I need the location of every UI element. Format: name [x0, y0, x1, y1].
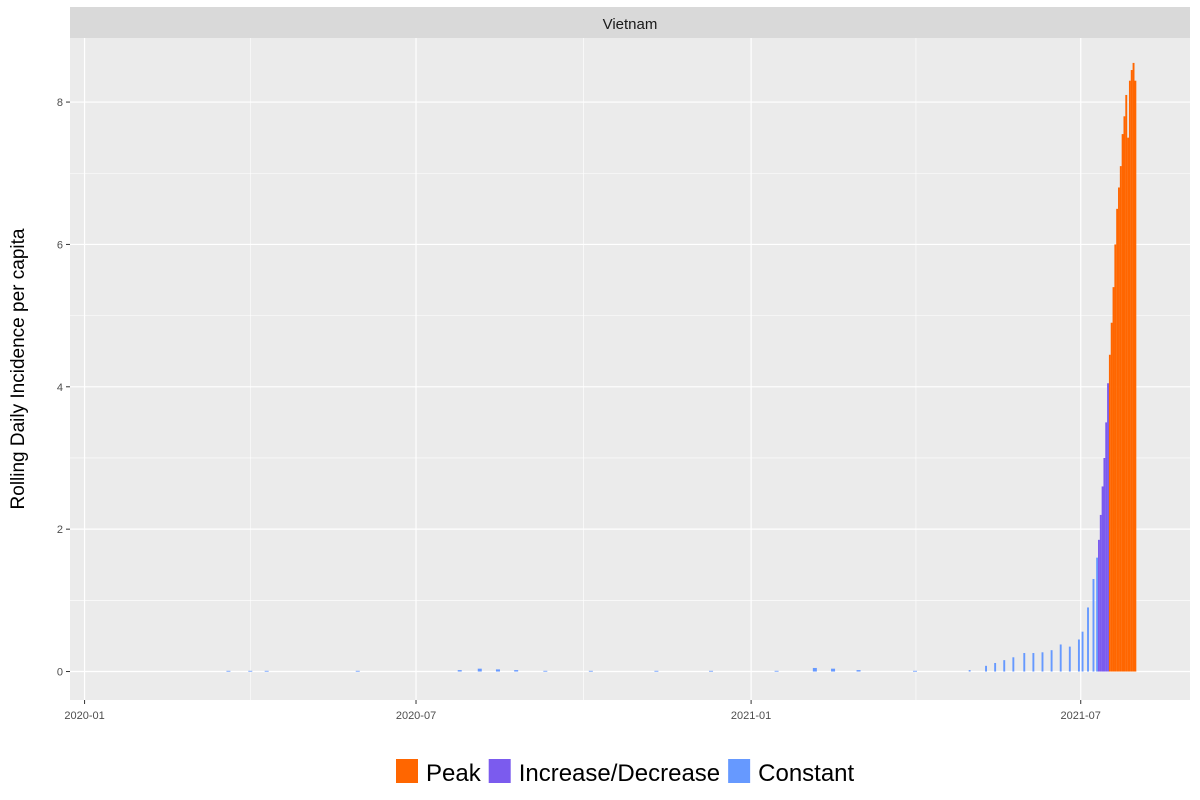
bar	[1132, 62, 1135, 672]
bar	[1118, 187, 1120, 672]
bar	[1130, 70, 1133, 672]
x-tick-label: 2021-07	[1061, 710, 1101, 722]
grid-lines	[70, 38, 1190, 700]
bar	[1101, 486, 1104, 672]
bar	[1112, 287, 1115, 672]
bar	[588, 670, 593, 672]
bar	[1077, 639, 1080, 672]
bar	[1123, 116, 1126, 672]
bar	[1012, 657, 1015, 672]
y-tick-label: 2	[57, 524, 63, 536]
y-axis-title: Rolling Daily Incidence per capita	[8, 228, 29, 509]
bar	[457, 670, 462, 672]
bar	[1096, 557, 1099, 672]
bar	[1023, 653, 1026, 672]
bar	[1068, 646, 1071, 672]
bar	[1050, 650, 1053, 672]
bar	[985, 665, 987, 672]
legend-key	[396, 759, 418, 783]
bars	[226, 62, 1137, 672]
bar	[1128, 80, 1131, 672]
x-axis: 2020-01 2020-07 2021-01 2021-07	[64, 700, 1101, 722]
plot-panel	[70, 38, 1190, 700]
bar	[226, 670, 231, 672]
y-axis: 0 2 4 6 8	[57, 97, 70, 679]
bar	[774, 670, 779, 672]
legend-label: Peak	[426, 760, 482, 787]
bar	[831, 668, 836, 672]
x-tick-label: 2020-07	[396, 710, 436, 722]
bar	[1127, 137, 1130, 672]
bar	[1107, 383, 1109, 672]
facet-strip	[70, 7, 1190, 38]
bar	[968, 670, 971, 672]
legend-key	[488, 759, 511, 783]
y-tick-label: 4	[57, 382, 63, 394]
bar	[1134, 80, 1137, 672]
bar	[1103, 457, 1106, 672]
bar	[1105, 422, 1108, 672]
bar	[654, 670, 659, 672]
bar	[1125, 94, 1128, 672]
bar	[477, 668, 482, 672]
bar	[1032, 653, 1035, 672]
bar	[1087, 607, 1089, 672]
bar	[248, 670, 253, 672]
bar	[1097, 539, 1100, 672]
bar	[1114, 244, 1117, 672]
bar	[1003, 660, 1006, 672]
facet-label: Vietnam	[603, 16, 658, 33]
bar	[495, 669, 500, 672]
bar	[812, 667, 817, 672]
bar	[1099, 514, 1102, 672]
bar	[709, 670, 714, 672]
bar	[543, 670, 548, 672]
y-tick-label: 8	[57, 97, 63, 109]
bar	[1081, 631, 1084, 672]
bar	[264, 670, 269, 672]
bar	[1092, 578, 1095, 672]
bar	[1108, 354, 1111, 672]
bar	[1041, 652, 1044, 672]
x-tick-label: 2021-01	[731, 710, 771, 722]
bar	[994, 662, 997, 672]
bar	[1121, 134, 1124, 672]
bar	[514, 670, 519, 672]
bar	[1110, 322, 1113, 672]
y-tick-label: 0	[57, 667, 63, 679]
legend-label: Constant	[758, 760, 854, 787]
bar	[1116, 208, 1119, 672]
bar	[856, 670, 861, 672]
y-tick-label: 6	[57, 239, 63, 251]
legend: Peak Increase/Decrease Constant	[396, 759, 855, 787]
bar	[1059, 644, 1062, 672]
bar	[355, 670, 360, 672]
bar	[913, 670, 918, 672]
x-tick-label: 2020-01	[64, 710, 104, 722]
bar	[1119, 166, 1122, 672]
legend-label: Increase/Decrease	[519, 760, 720, 787]
legend-key	[728, 759, 751, 783]
